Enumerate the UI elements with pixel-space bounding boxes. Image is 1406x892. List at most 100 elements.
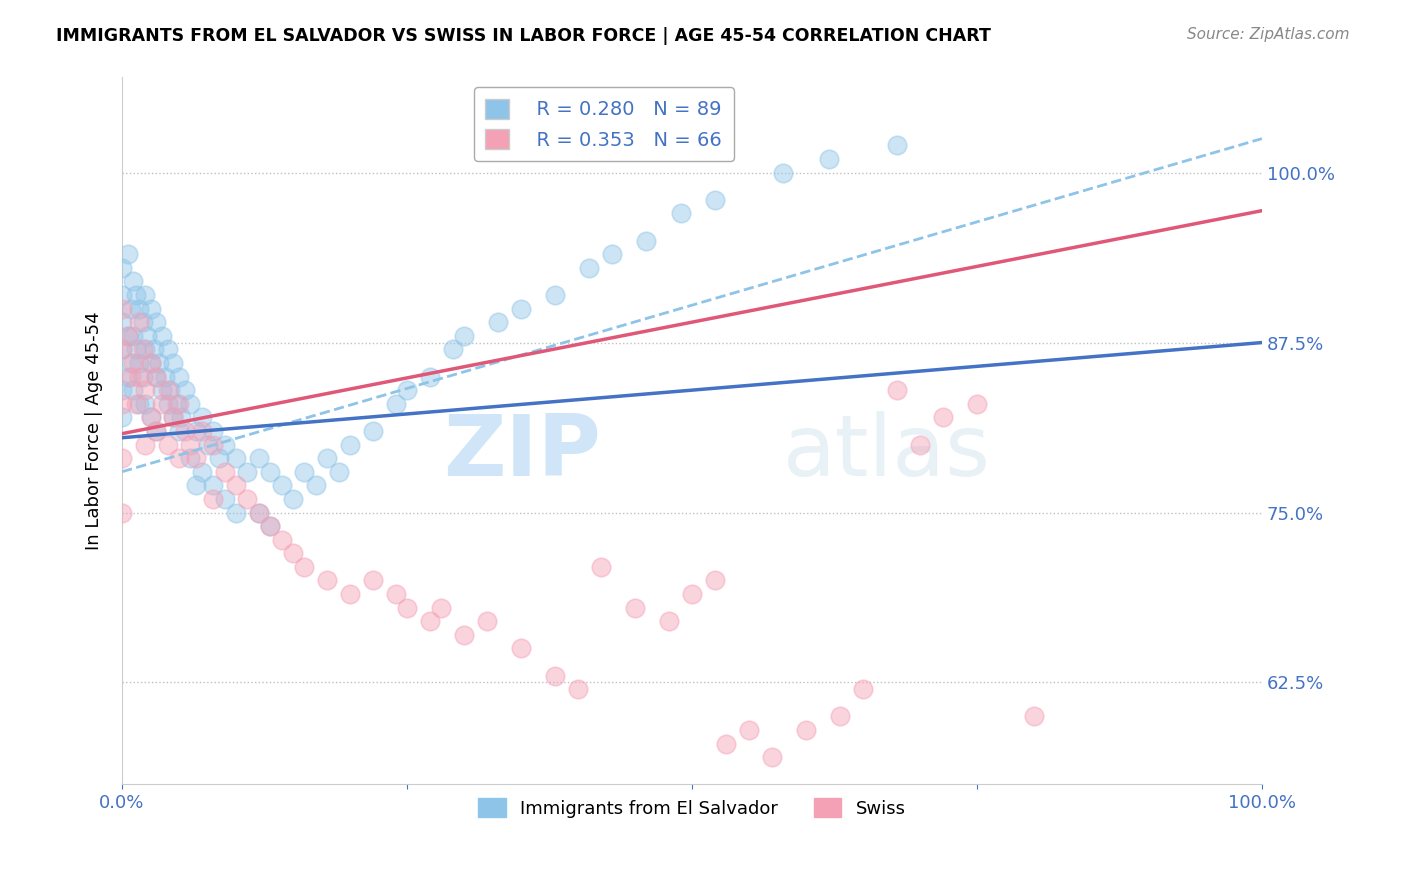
Point (202, 491, 225, 506)
Point (145, 424, 167, 438)
Point (384, 397, 406, 411)
Point (139, 356, 162, 370)
Point (128, 301, 150, 316)
Point (156, 437, 179, 451)
Point (111, 410, 134, 425)
Point (197, 437, 219, 451)
Point (111, 451, 134, 466)
Point (122, 274, 145, 288)
Point (134, 383, 156, 397)
Point (202, 478, 225, 492)
Point (156, 343, 179, 357)
Point (145, 369, 167, 384)
Point (1022, 709, 1045, 723)
Point (173, 424, 195, 438)
Point (111, 288, 134, 302)
Point (186, 478, 208, 492)
Point (852, 682, 875, 697)
Point (134, 288, 156, 302)
Point (247, 506, 270, 520)
Point (236, 491, 259, 506)
Point (669, 206, 692, 220)
Point (772, 166, 794, 180)
Point (214, 491, 236, 506)
Point (966, 397, 988, 411)
Point (122, 383, 145, 397)
Point (167, 451, 190, 466)
Point (225, 451, 247, 466)
Point (128, 315, 150, 329)
Point (738, 723, 761, 737)
Point (111, 343, 134, 357)
Point (134, 343, 156, 357)
Point (122, 356, 145, 370)
Point (908, 437, 931, 451)
Point (179, 397, 201, 411)
Point (384, 587, 406, 601)
Point (167, 397, 190, 411)
Point (120, 369, 142, 384)
Point (170, 410, 193, 425)
Point (166, 397, 188, 411)
Legend: Immigrants from El Salvador, Swiss: Immigrants from El Salvador, Swiss (471, 791, 912, 825)
Text: IMMIGRANTS FROM EL SALVADOR VS SWISS IN LABOR FORCE | AGE 45-54 CORRELATION CHAR: IMMIGRANTS FROM EL SALVADOR VS SWISS IN … (56, 27, 991, 45)
Point (186, 451, 208, 466)
Point (167, 369, 190, 384)
Point (139, 410, 162, 425)
Point (128, 397, 150, 411)
Point (150, 383, 173, 397)
Point (111, 260, 134, 275)
Point (475, 614, 498, 628)
Point (131, 369, 153, 384)
Point (567, 682, 589, 697)
Point (932, 410, 955, 425)
Point (117, 328, 139, 343)
Point (120, 356, 142, 370)
Point (111, 506, 134, 520)
Y-axis label: In Labor Force | Age 45-54: In Labor Force | Age 45-54 (86, 311, 103, 550)
Point (886, 383, 908, 397)
Point (259, 519, 281, 533)
Point (186, 424, 208, 438)
Point (600, 247, 623, 261)
Point (714, 737, 737, 751)
Point (270, 533, 292, 547)
Point (361, 574, 384, 588)
Point (316, 451, 339, 466)
Point (148, 356, 170, 370)
Point (624, 600, 647, 615)
Point (202, 437, 225, 451)
Point (703, 193, 725, 207)
Point (430, 600, 453, 615)
Text: Source: ZipAtlas.com: Source: ZipAtlas.com (1187, 27, 1350, 42)
Point (453, 328, 475, 343)
Point (122, 328, 145, 343)
Point (419, 369, 441, 384)
Point (395, 383, 418, 397)
Text: atlas: atlas (783, 410, 991, 493)
Point (139, 356, 162, 370)
Point (316, 574, 339, 588)
Point (128, 356, 150, 370)
Point (281, 546, 304, 560)
Point (125, 397, 148, 411)
Point (117, 369, 139, 384)
Point (111, 301, 134, 316)
Point (125, 343, 148, 357)
Point (179, 451, 201, 466)
Point (128, 369, 150, 384)
Point (162, 410, 184, 425)
Point (247, 451, 270, 466)
Point (578, 260, 600, 275)
Point (510, 641, 533, 656)
Point (510, 301, 533, 316)
Point (202, 424, 225, 438)
Point (830, 709, 852, 723)
Point (117, 247, 139, 261)
Point (589, 560, 612, 574)
Point (259, 465, 281, 479)
Point (328, 465, 350, 479)
Point (305, 478, 328, 492)
Point (294, 560, 316, 574)
Point (191, 465, 214, 479)
